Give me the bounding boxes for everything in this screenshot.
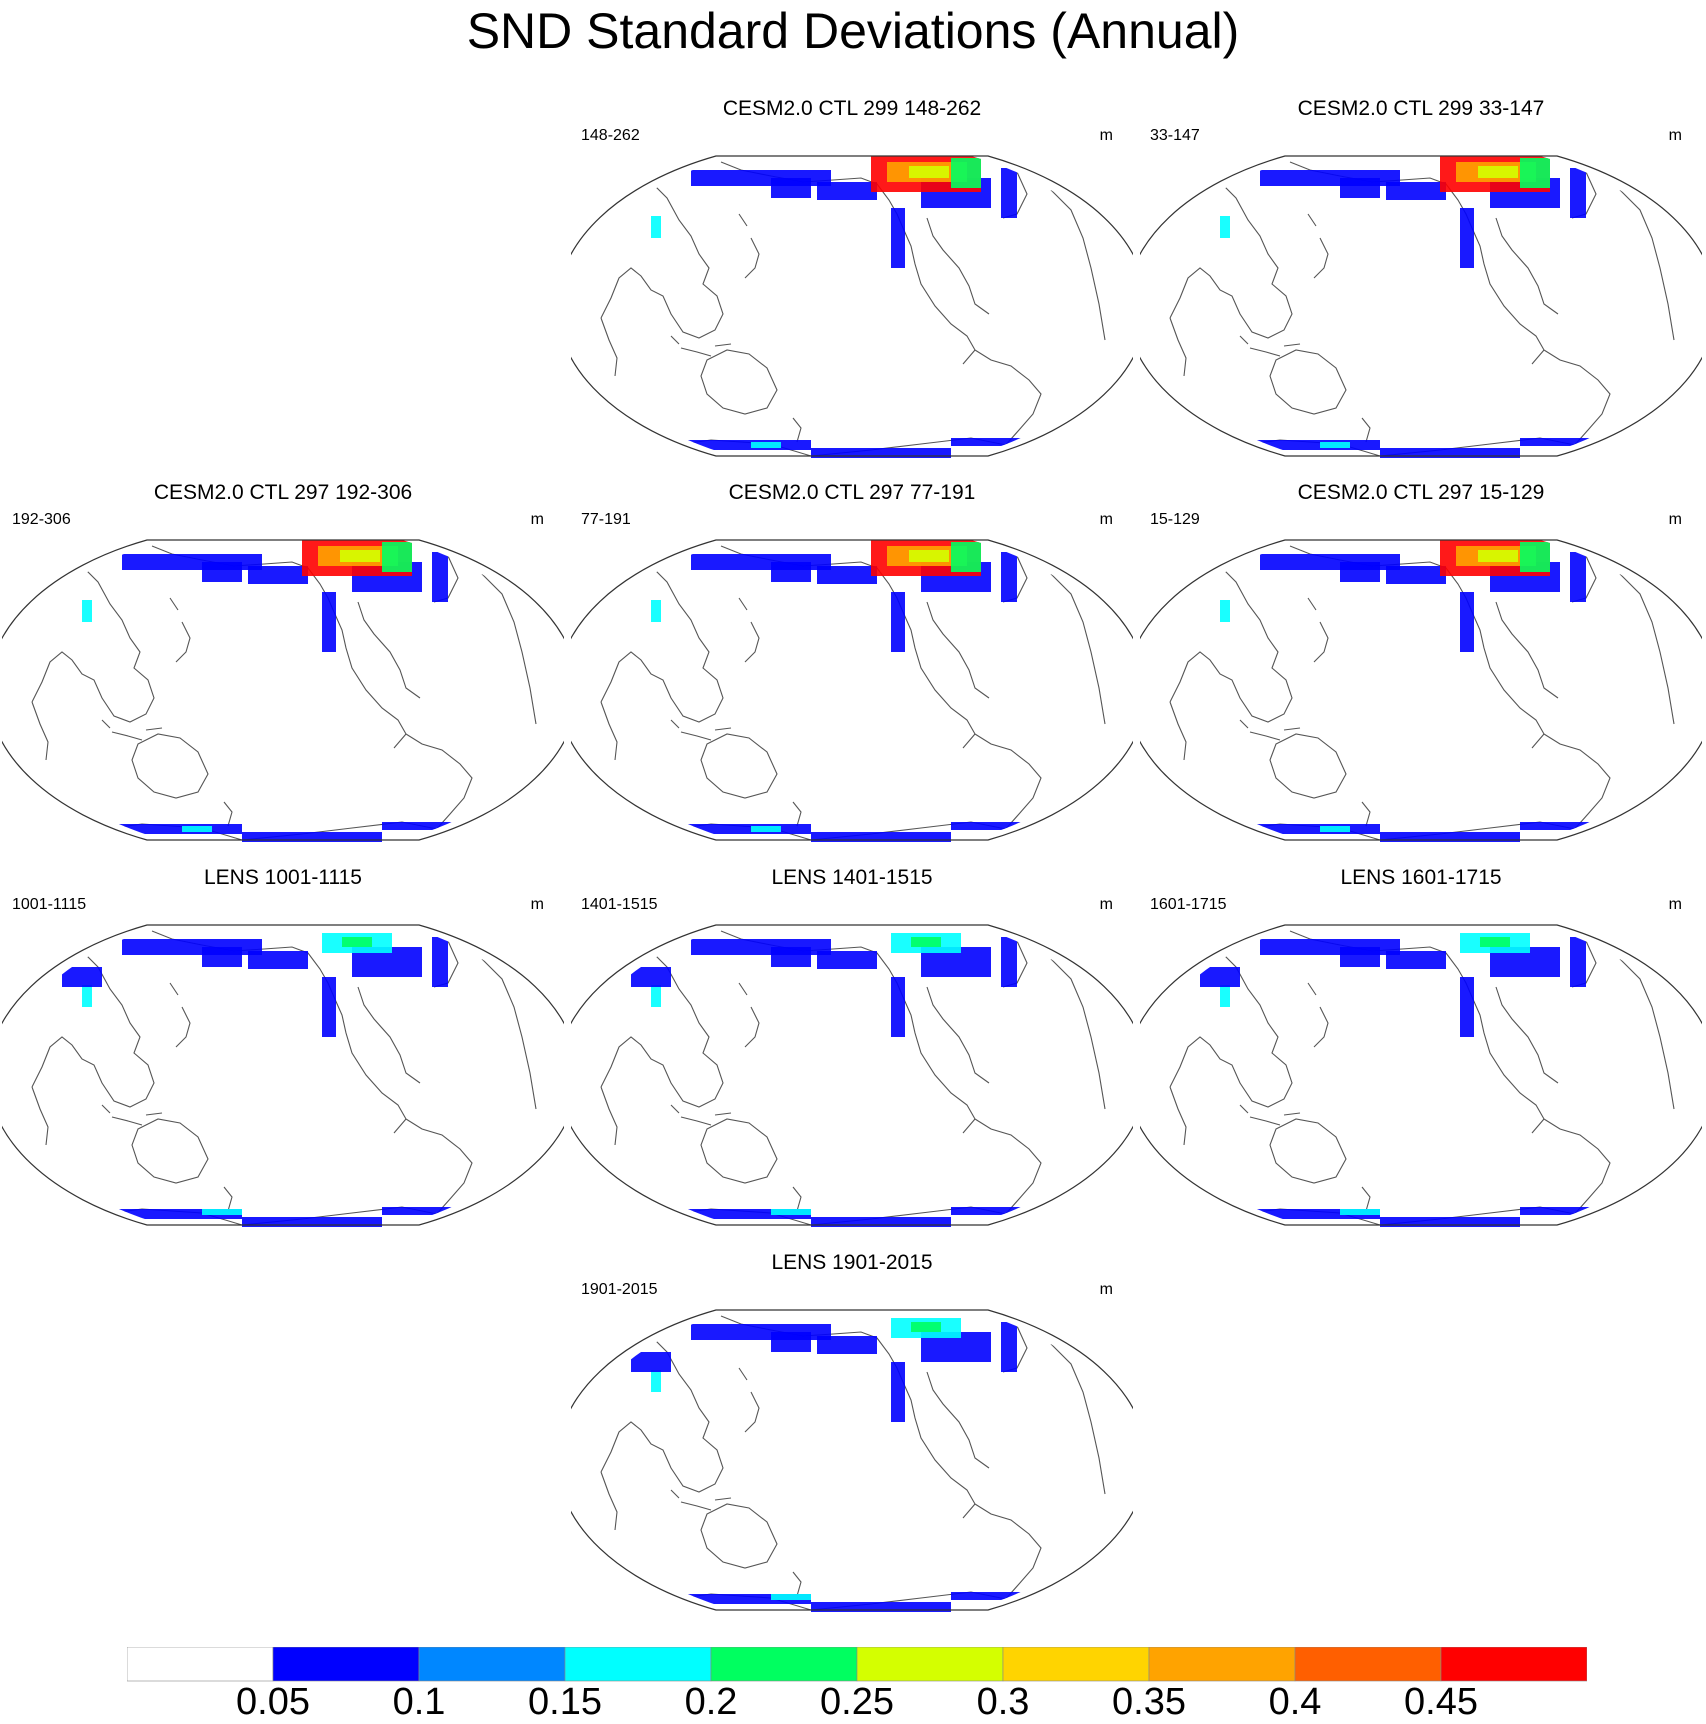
panel-period-label: 1601-1715 [1150, 896, 1227, 913]
map-canvas [1140, 539, 1702, 855]
panel-units-label: m [530, 511, 544, 528]
colorbar-level-label: 0.1 [392, 1681, 446, 1723]
map-border [2, 924, 564, 1226]
colorbar-level-label: 0.25 [820, 1681, 894, 1723]
map-border [2, 539, 564, 841]
panel-units-label: m [530, 896, 544, 913]
colorbar-level-label: 0.4 [1268, 1681, 1322, 1723]
panel-period-label: 1901-2015 [581, 1281, 658, 1298]
colorbar-level-label: 0.15 [528, 1681, 602, 1723]
colorbar-level-label: 0.05 [236, 1681, 310, 1723]
colorbar-swatch [1002, 1647, 1150, 1682]
panel-units-label: m [1668, 511, 1682, 528]
panel-title: LENS 1901-2015 [771, 1251, 933, 1274]
map-canvas [571, 924, 1133, 1240]
panel-period-label: 192-306 [12, 511, 71, 528]
panel-units-label: m [1099, 127, 1113, 144]
panel-units-label: m [1668, 896, 1682, 913]
map-canvas [571, 539, 1133, 855]
colorbar-level-label: 0.2 [684, 1681, 738, 1723]
map-canvas [2, 539, 564, 855]
map-border [1140, 924, 1702, 1226]
panel-units-label: m [1099, 896, 1113, 913]
panel-title: LENS 1401-1515 [771, 866, 933, 889]
colorbar-swatch [1440, 1647, 1587, 1682]
panel-period-label: 15-129 [1150, 511, 1200, 528]
panel-title: CESM2.0 CTL 297 192-306 [153, 481, 413, 504]
map-canvas [1140, 155, 1702, 471]
figure-title: SND Standard Deviations (Annual) [466, 3, 1240, 59]
map-panel: LENS 1401-1515 1401-1515 m [571, 865, 1133, 1255]
map-panel: CESM2.0 CTL 299 33-147 33-147 m [1140, 96, 1702, 486]
map-border [571, 924, 1133, 1226]
map-panel: CESM2.0 CTL 299 148-262 148-262 m [571, 96, 1133, 486]
map-canvas [571, 155, 1133, 471]
panel-period-label: 77-191 [581, 511, 631, 528]
panel-title: CESM2.0 CTL 297 15-129 [1297, 481, 1545, 504]
panel-title: CESM2.0 CTL 299 33-147 [1297, 97, 1545, 120]
panel-period-label: 1401-1515 [581, 896, 658, 913]
colorbar-swatch [710, 1647, 858, 1682]
map-border [1140, 539, 1702, 841]
colorbar-swatch [1148, 1647, 1296, 1682]
map-panel: CESM2.0 CTL 297 15-129 15-129 m [1140, 480, 1702, 870]
panel-period-label: 148-262 [581, 127, 640, 144]
panel-units-label: m [1099, 1281, 1113, 1298]
panel-units-label: m [1099, 511, 1113, 528]
colorbar-swatch [127, 1647, 274, 1682]
map-border [1140, 155, 1702, 457]
map-canvas [2, 924, 564, 1240]
panel-period-label: 33-147 [1150, 127, 1200, 144]
map-border [571, 539, 1133, 841]
colorbar-level-label: 0.3 [976, 1681, 1030, 1723]
panel-title: LENS 1001-1115 [203, 866, 362, 889]
map-border [571, 155, 1133, 457]
map-panel: CESM2.0 CTL 297 77-191 77-191 m [571, 480, 1133, 870]
map-border [571, 1309, 1133, 1611]
colorbar [127, 1647, 1587, 1682]
colorbar-level-label: 0.35 [1112, 1681, 1186, 1723]
map-panel: LENS 1901-2015 1901-2015 m [571, 1250, 1133, 1640]
panel-title: CESM2.0 CTL 299 148-262 [722, 97, 982, 120]
panel-period-label: 1001-1115 [12, 896, 87, 913]
colorbar-swatch [272, 1647, 420, 1682]
colorbar-swatch [418, 1647, 566, 1682]
colorbar-swatch [564, 1647, 712, 1682]
colorbar-swatch [1294, 1647, 1442, 1682]
panel-title: LENS 1601-1715 [1340, 866, 1502, 889]
panel-units-label: m [1668, 127, 1682, 144]
map-canvas [1140, 924, 1702, 1240]
map-canvas [571, 1309, 1133, 1625]
colorbar-swatch [856, 1647, 1004, 1682]
colorbar-level-label: 0.45 [1404, 1681, 1478, 1723]
map-panel: LENS 1001-1115 1001-1115 m [2, 865, 564, 1255]
panel-title: CESM2.0 CTL 297 77-191 [728, 481, 976, 504]
map-panel: CESM2.0 CTL 297 192-306 192-306 m [2, 480, 564, 870]
map-panel: LENS 1601-1715 1601-1715 m [1140, 865, 1702, 1255]
